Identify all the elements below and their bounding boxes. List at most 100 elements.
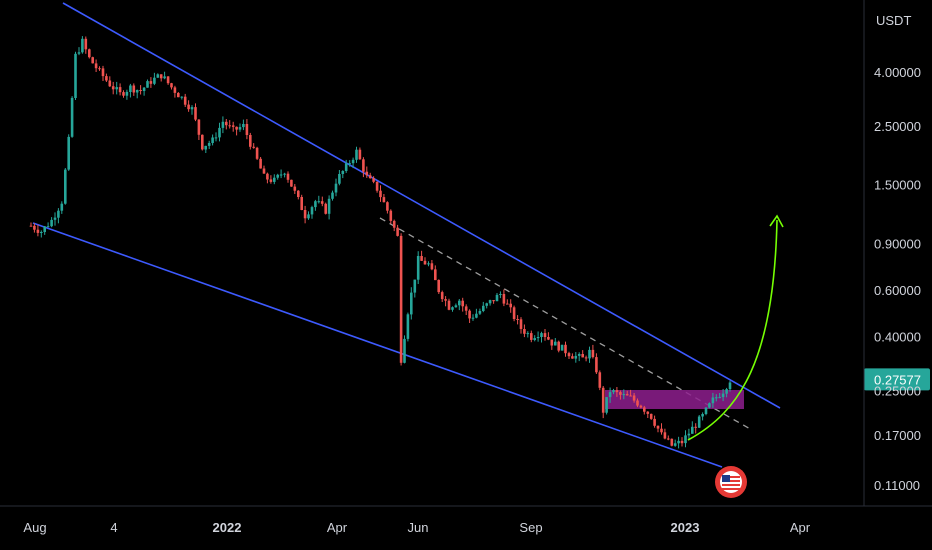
candle-body [324,203,327,214]
candle-body [372,178,375,182]
candle-body [218,127,221,138]
candle-body [231,125,235,127]
candle-body [149,81,153,84]
candle-body [194,107,197,120]
candle-body [608,392,612,398]
candle-body [454,305,458,308]
candle-body [601,387,605,413]
upper-trendline[interactable] [62,2,781,409]
candle-body [461,300,464,307]
candle-body [725,389,728,394]
time-axis-tick: Aug [23,520,46,535]
candle-body [43,226,46,232]
time-axis-tick: 2022 [213,520,242,535]
candle-body [221,121,225,128]
candle-body [547,337,550,340]
candle-body [266,173,269,180]
candle-body [297,190,300,197]
candle-body [447,300,451,310]
projection-curve[interactable] [687,219,778,441]
candle-body [636,400,639,406]
candle-body [543,333,547,337]
candle-body [386,202,389,211]
candle-body [506,303,509,305]
candle-body [434,269,437,281]
candle-body [567,353,571,357]
candle-body [615,390,619,393]
candle-body [728,382,732,390]
candle-body [667,438,670,440]
flag-stripe [722,488,740,490]
candle-body [88,49,91,58]
candle-body [711,397,715,404]
candle-body [314,201,317,208]
candle-body [677,440,680,444]
candle-body [718,397,721,399]
candle-body [673,443,677,446]
candles [29,36,732,449]
candle-body [406,314,410,339]
candle-body [379,190,382,198]
candle-body [70,97,74,137]
candle-body [201,134,204,150]
candle-body [680,440,684,444]
candle-body [327,198,331,214]
price-axis-tick: 2.50000 [874,119,921,134]
price-axis-tick: 0.17000 [874,428,921,443]
candle-body [286,173,290,180]
candle-body [351,159,355,164]
candle-body [416,256,420,280]
candle-body [204,145,207,150]
candle-body [396,227,399,236]
candle-body [516,319,519,320]
candle-body [444,299,447,301]
candle-body [362,159,365,172]
candle-body [84,38,88,50]
candle-body [471,317,475,319]
candle-body [53,217,57,220]
candle-body [499,294,502,295]
candle-body [57,210,60,218]
candle-body [163,76,166,79]
candle-body [211,137,214,143]
candle-body [656,425,660,429]
candle-body [67,136,70,170]
lower-trendline[interactable] [32,222,723,468]
time-axis-tick: Jun [408,520,429,535]
candle-body [715,397,718,399]
candle-body [488,300,492,304]
candle-body [485,303,488,306]
candle-body [598,372,602,388]
candle-body [577,354,581,356]
candle-body [595,357,598,373]
candle-body [242,124,245,128]
candle-body [437,280,440,293]
candle-body [33,225,36,230]
candle-body [509,303,512,308]
candle-body [307,214,310,219]
candle-body [554,341,557,346]
candle-body [584,357,588,359]
candle-body [540,333,543,337]
candle-body [704,407,708,414]
candle-body [273,177,276,182]
candle-body [571,356,574,359]
candle-body [142,87,146,91]
candle-body [341,171,345,174]
candle-body [475,313,478,318]
candle-body [660,428,663,433]
candle-body [98,68,101,70]
flag-canton [722,475,730,482]
candle-body [125,91,129,96]
price-axis-tick: 0.25000 [874,384,921,399]
candle-body [612,390,615,393]
candle-body [279,174,283,176]
candle-body [581,354,584,358]
time-axis[interactable]: Aug 4 2022 Apr Jun Sep 2023 Apr [23,520,810,535]
candle-body [317,201,321,203]
candle-body [139,90,142,91]
candle-body [420,256,423,261]
candle-body [392,220,396,228]
price-axis[interactable]: USDT 4.00000 2.50000 1.50000 0.90000 0.60000 0… [874,13,921,493]
